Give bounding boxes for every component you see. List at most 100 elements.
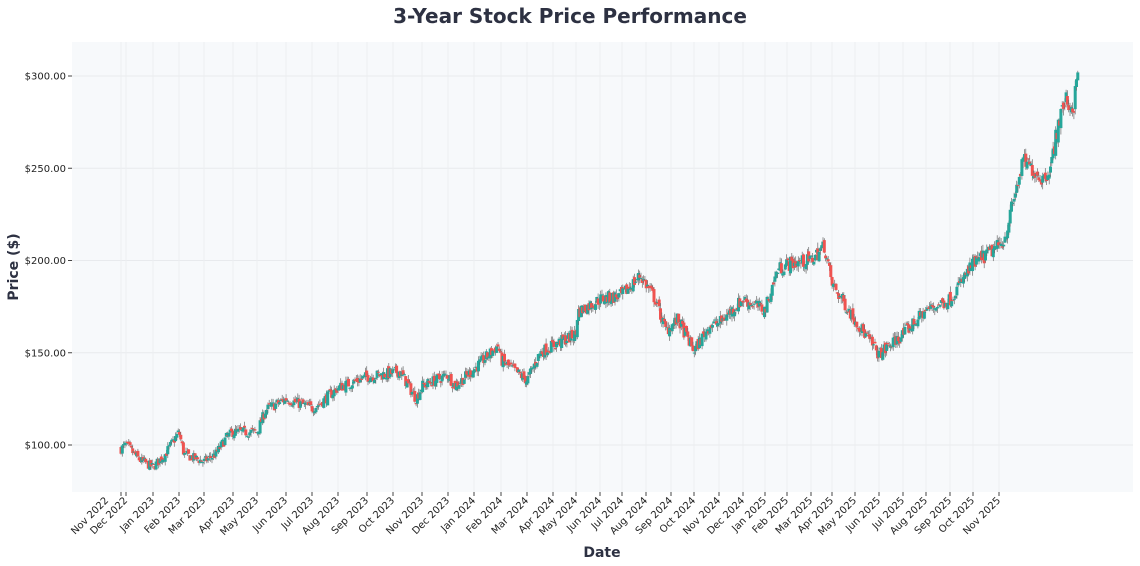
- candle: [175, 431, 179, 440]
- candle-body: [765, 296, 769, 313]
- candle-body: [1047, 174, 1051, 179]
- candle-body: [600, 294, 604, 296]
- candle-body: [517, 369, 521, 373]
- candle-body: [1000, 246, 1004, 248]
- candle: [267, 399, 271, 409]
- candle-body: [239, 426, 243, 430]
- candle-body: [825, 258, 829, 260]
- candle-body: [769, 293, 773, 302]
- candle-body: [1059, 108, 1063, 129]
- candle-body: [1029, 163, 1033, 167]
- candle-body: [708, 326, 712, 334]
- candle-body: [483, 360, 487, 363]
- candle: [1071, 102, 1075, 117]
- candle-body: [686, 331, 690, 337]
- candle-body: [903, 326, 907, 335]
- candle-body: [731, 308, 735, 314]
- candle-body: [664, 321, 668, 328]
- candle-body: [913, 324, 917, 326]
- candle-body: [760, 304, 764, 312]
- candle: [873, 338, 877, 344]
- candle: [270, 398, 274, 410]
- candle: [402, 372, 406, 376]
- candle-body: [998, 242, 1002, 244]
- candle: [855, 321, 859, 332]
- candle-body: [291, 405, 295, 407]
- candle: [144, 457, 148, 464]
- candle-body: [938, 305, 942, 307]
- candle: [748, 299, 752, 310]
- candle-body: [1030, 164, 1034, 176]
- candle: [426, 377, 430, 390]
- candle-body: [536, 353, 540, 361]
- candle-body: [857, 327, 861, 332]
- candle-body: [772, 282, 776, 285]
- candle-body: [174, 436, 178, 442]
- candle-body: [499, 351, 503, 353]
- candle-body: [802, 254, 805, 267]
- candle-body: [747, 302, 751, 310]
- candle-body: [376, 371, 380, 373]
- candle: [545, 349, 549, 358]
- candle-body: [954, 296, 958, 299]
- candle-body: [842, 295, 846, 302]
- candle: [1065, 90, 1069, 107]
- candle-body: [253, 429, 257, 431]
- candle-body: [285, 400, 289, 402]
- candle-body: [713, 319, 717, 321]
- candle-body: [1043, 172, 1047, 179]
- candle-body: [466, 373, 470, 377]
- candle-body: [922, 311, 926, 319]
- y-tick-label: $250.00: [25, 164, 66, 175]
- candle-body: [479, 356, 483, 361]
- candle: [575, 319, 579, 340]
- candle-body: [330, 390, 334, 398]
- candle-body: [955, 286, 959, 296]
- candle-body: [152, 463, 155, 465]
- candle-body: [271, 402, 275, 404]
- candle-body: [209, 455, 213, 458]
- candle: [200, 460, 204, 462]
- candle: [245, 433, 249, 437]
- candle: [877, 347, 881, 362]
- candle: [908, 324, 912, 334]
- candle-body: [415, 394, 419, 404]
- candle-body: [872, 344, 876, 346]
- candle-body: [681, 320, 685, 325]
- candle-body: [1056, 119, 1060, 143]
- candle: [413, 386, 417, 403]
- candle: [798, 257, 802, 263]
- candle-body: [535, 363, 539, 367]
- candle: [955, 283, 959, 299]
- candle: [774, 270, 778, 279]
- candle-body: [301, 399, 305, 404]
- candle: [617, 292, 621, 302]
- candle-body: [583, 304, 587, 312]
- candle-body: [751, 306, 755, 308]
- candle-body: [1049, 166, 1052, 173]
- candle-body: [227, 432, 231, 437]
- candle-body: [700, 333, 704, 347]
- candle: [760, 299, 764, 315]
- candle-body: [326, 391, 330, 406]
- candle: [369, 375, 373, 383]
- candle-body: [361, 376, 365, 379]
- candle-body: [655, 303, 659, 305]
- candle: [315, 403, 319, 410]
- candle-body: [246, 436, 250, 438]
- candle-body: [395, 365, 399, 374]
- candle-body: [365, 370, 369, 377]
- candle: [782, 269, 786, 277]
- candle: [824, 253, 828, 262]
- candle: [304, 400, 308, 410]
- candle-body: [1004, 237, 1008, 240]
- candle-body: [532, 363, 536, 369]
- candle-body: [896, 336, 900, 341]
- candle: [1076, 70, 1080, 81]
- candle-body: [496, 344, 500, 347]
- candle-body: [462, 379, 466, 384]
- candle-body: [503, 353, 506, 362]
- candle-body: [322, 398, 326, 408]
- candle: [614, 289, 618, 302]
